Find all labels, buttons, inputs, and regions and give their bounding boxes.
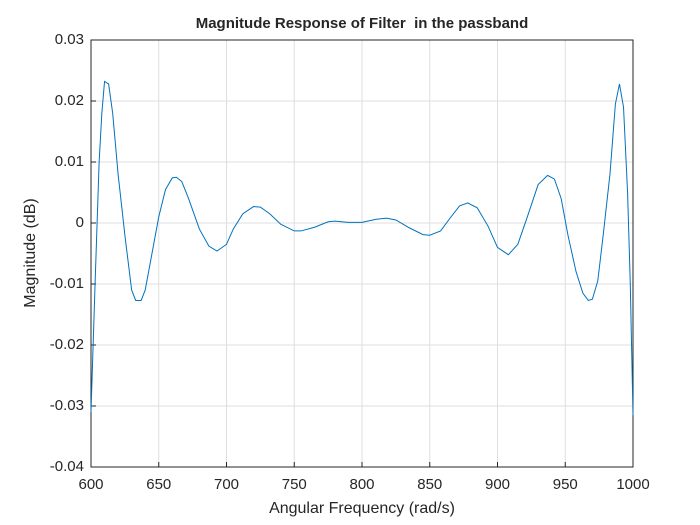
x-tick-label: 1000 [616,476,649,493]
y-tick-label: -0.04 [50,458,84,475]
x-tick-label: 850 [417,476,442,493]
y-axis-label: Magnitude (dB) [22,198,39,307]
data-line [90,80,634,416]
x-tick-label: 700 [214,476,239,493]
y-tick-label: 0.01 [55,153,84,170]
x-tick-label: 750 [282,476,307,493]
y-tick-label: -0.02 [50,336,84,353]
y-tick-label: 0.03 [55,31,84,48]
x-tick-label: 950 [553,476,578,493]
y-tick-label: -0.01 [50,275,84,292]
x-axis-label: Angular Frequency (rad/s) [269,500,455,517]
x-tick-label: 650 [146,476,171,493]
x-tick-label: 900 [485,476,510,493]
y-tick-label: 0.02 [55,92,84,109]
x-tick-label: 600 [78,476,103,493]
plot-frame [90,39,634,468]
chart-title: Magnitude Response of Filter in the pass… [196,15,529,32]
y-tick-label: -0.03 [50,397,84,414]
x-tick-label: 800 [349,476,374,493]
y-tick-label: 0 [76,214,84,231]
